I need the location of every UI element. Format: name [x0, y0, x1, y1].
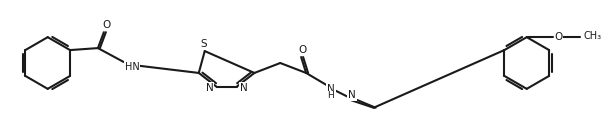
Text: O: O — [298, 45, 307, 55]
Text: CH₃: CH₃ — [583, 31, 601, 41]
Text: S: S — [200, 39, 207, 49]
Text: O: O — [554, 32, 563, 42]
Text: HN: HN — [125, 62, 139, 72]
Text: N: N — [348, 90, 356, 100]
Text: H: H — [328, 91, 334, 100]
Text: N: N — [240, 83, 248, 93]
Text: N: N — [327, 84, 335, 94]
Text: O: O — [103, 20, 111, 30]
Text: N: N — [206, 83, 213, 93]
